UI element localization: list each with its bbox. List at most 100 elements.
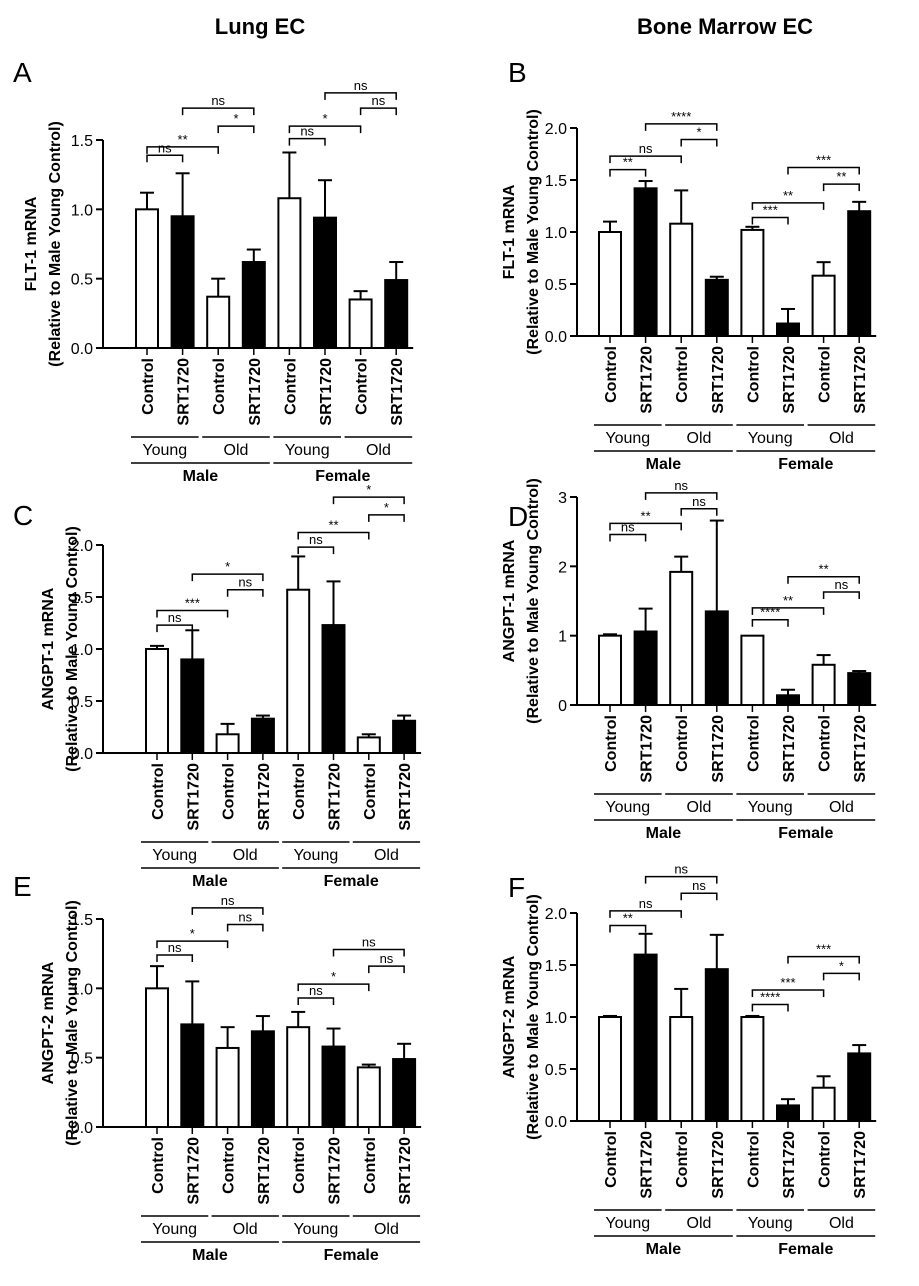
x-category-label: Control [603, 1131, 620, 1188]
bar [704, 968, 729, 1122]
bar [669, 570, 694, 706]
significance-bracket [644, 492, 718, 500]
age-group-label: Young [605, 799, 650, 816]
significance-label: ** [783, 188, 793, 203]
bar [145, 987, 169, 1128]
age-group-label: Old [366, 442, 391, 459]
significance-bracket [217, 125, 255, 134]
age-group-label: Old [687, 430, 712, 447]
x-category-label: SRT1720 [710, 1131, 727, 1199]
significance-label: ns [362, 935, 376, 950]
significance-bracket [822, 972, 860, 981]
x-category-label: Control [291, 763, 308, 820]
bar [241, 261, 266, 350]
significance-bracket [226, 923, 264, 932]
bar [321, 624, 346, 755]
y-axis-sublabel: (Relative to Male Young Control) [64, 900, 81, 1146]
age-group-label: Young [605, 430, 650, 447]
bar [776, 1104, 800, 1123]
x-category-label: SRT1720 [781, 346, 798, 414]
significance-label: **** [760, 605, 780, 620]
bar [740, 1016, 765, 1122]
age-group-label: Young [605, 1215, 650, 1232]
y-axis-label: ANGPT-2 mRNA [40, 961, 57, 1084]
age-group-label: Young [285, 442, 330, 459]
bar [348, 298, 373, 350]
bar [776, 694, 800, 707]
significance-bracket [368, 514, 405, 522]
panel-letter: B [508, 57, 527, 88]
y-axis-sublabel: (Relative to Male Young Control) [525, 109, 542, 355]
significance-label: * [331, 969, 336, 984]
y-tick-label: 1.5 [71, 133, 93, 150]
significance-bracket [644, 875, 718, 884]
significance-label: ns [221, 893, 235, 908]
significance-bracket [368, 965, 405, 974]
x-category-label: Control [150, 763, 167, 820]
x-category-label: SRT1720 [397, 1137, 414, 1205]
sex-group-label: Female [315, 468, 370, 485]
x-category-label: SRT1720 [185, 1137, 202, 1205]
significance-bracket [609, 924, 647, 933]
sex-group-label: Female [324, 873, 379, 890]
significance-bracket [332, 496, 405, 505]
significance-label: ns [168, 610, 182, 625]
bar [180, 1023, 205, 1129]
panel-letter: E [13, 871, 32, 902]
significance-bracket [751, 618, 789, 627]
significance-label: ** [641, 508, 651, 523]
y-tick-label: 0.5 [545, 1062, 567, 1079]
age-group-label: Young [142, 442, 187, 459]
bar [669, 222, 694, 337]
significance-bracket [359, 107, 397, 116]
panel-letter: C [13, 500, 33, 531]
significance-bracket [680, 508, 718, 516]
x-category-label: Control [674, 1131, 691, 1188]
panel-letter: F [508, 872, 525, 903]
y-tick-label: 0 [558, 698, 567, 715]
bar [811, 1086, 836, 1122]
y-axis-sublabel: (Relative to Male Young Control) [64, 526, 81, 772]
y-tick-label: 0.0 [71, 341, 93, 358]
significance-label: * [696, 124, 701, 139]
significance-label: *** [185, 596, 200, 611]
significance-bracket [156, 624, 194, 633]
significance-label: ns [300, 124, 314, 139]
bar [847, 1052, 872, 1123]
significance-label: ** [783, 593, 793, 608]
x-category-label: SRT1720 [852, 346, 869, 414]
sex-group-label: Male [192, 873, 228, 890]
age-group-label: Old [374, 1221, 399, 1238]
x-category-label: Control [674, 346, 691, 403]
bar [633, 953, 658, 1122]
x-category-label: Control [603, 715, 620, 772]
significance-label: ns [238, 910, 252, 925]
x-category-label: SRT1720 [710, 715, 727, 783]
x-category-label: Control [211, 358, 228, 415]
bar [215, 1046, 240, 1128]
bar [321, 1045, 346, 1129]
age-group-label: Old [829, 430, 854, 447]
age-group-label: Old [224, 442, 249, 459]
y-axis-label: ANGPT-1 mRNA [501, 539, 518, 662]
x-category-label: SRT1720 [185, 763, 202, 831]
significance-label: ns [674, 478, 688, 493]
x-category-label: SRT1720 [639, 715, 656, 783]
bar [135, 208, 159, 349]
age-group-label: Old [233, 847, 258, 864]
y-axis-sublabel: (Relative to Male Young Control) [47, 121, 64, 367]
significance-bracket [156, 940, 229, 949]
age-group-label: Old [829, 799, 854, 816]
significance-label: ns [621, 519, 635, 534]
x-category-label: SRT1720 [176, 358, 193, 426]
bar [392, 1058, 417, 1129]
x-category-label: SRT1720 [781, 715, 798, 783]
significance-bracket [191, 907, 264, 915]
significance-bracket [156, 609, 229, 618]
significance-label: * [190, 926, 195, 941]
significance-bracket [146, 146, 219, 154]
significance-bracket [751, 202, 825, 210]
y-tick-label: 0.5 [71, 272, 93, 289]
significance-bracket [644, 123, 718, 131]
x-category-label: Control [362, 1137, 379, 1194]
